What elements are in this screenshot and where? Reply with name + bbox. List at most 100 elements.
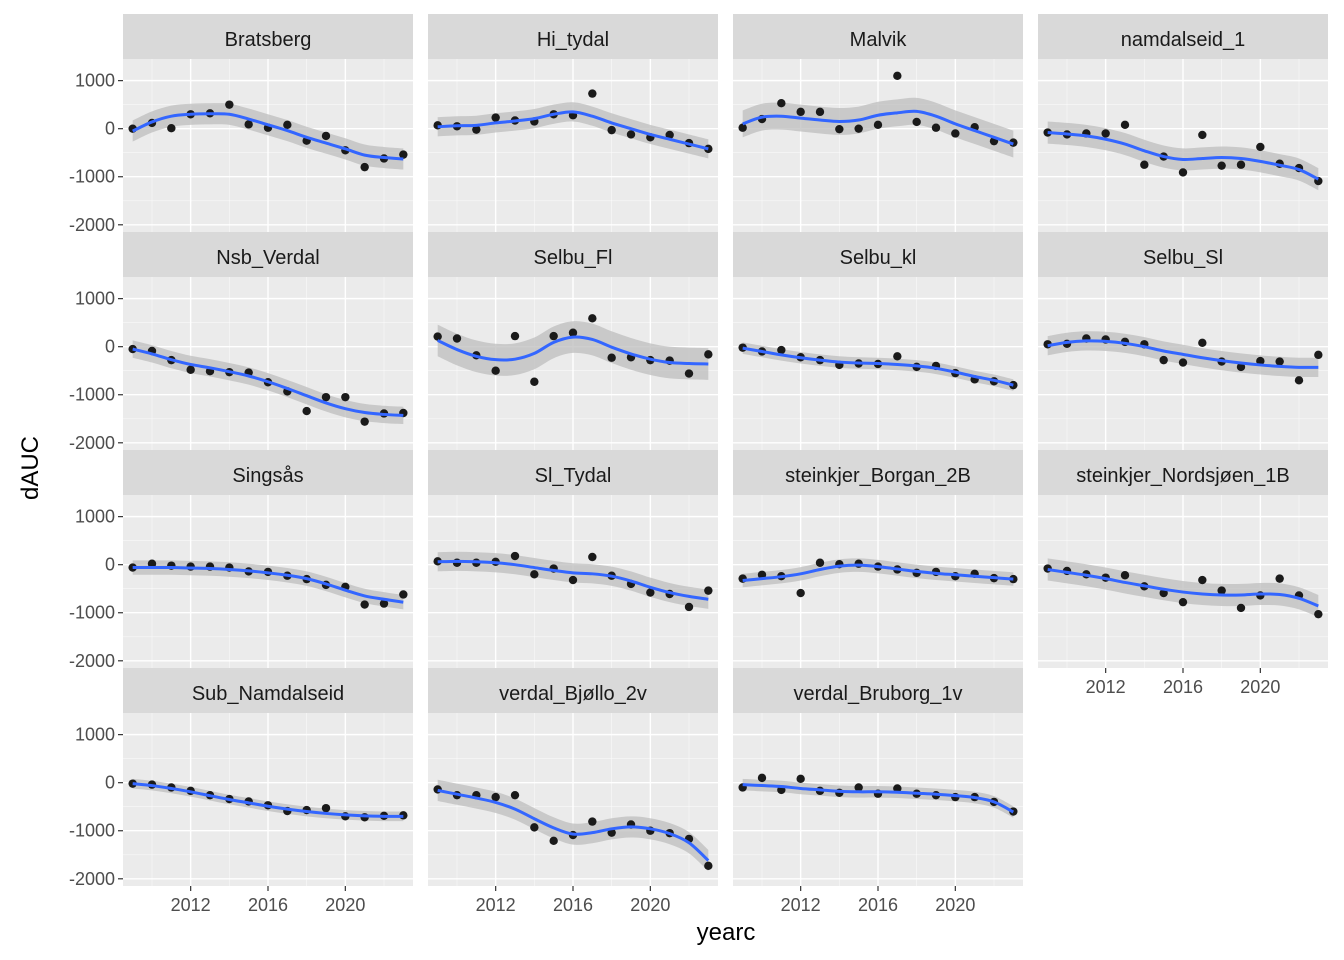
facet-strip <box>733 14 1023 59</box>
smooth-line <box>742 783 1015 814</box>
data-point <box>167 124 176 133</box>
facet-label: steinkjer_Nordsjøen_1B <box>1076 465 1289 487</box>
data-point <box>1178 358 1188 367</box>
facet-strip <box>123 232 413 277</box>
facet-label: Singsås <box>232 465 303 487</box>
x-tick-label: 2016 <box>1163 677 1203 697</box>
data-point <box>1101 129 1110 138</box>
data-point <box>147 559 157 568</box>
data-point <box>646 588 655 597</box>
x-tick-label: 2016 <box>248 895 288 915</box>
smooth-line <box>742 109 1014 146</box>
x-tick-label: 2016 <box>553 895 593 915</box>
y-axis-title: dAUC <box>17 436 44 500</box>
facet-strip <box>1038 14 1328 59</box>
data-point <box>568 328 578 337</box>
facet-label: verdal_Bruborg_1v <box>794 683 963 705</box>
data-point <box>1217 586 1226 595</box>
data-point <box>1120 571 1130 580</box>
facet-panel: Bratsberg 1000 0 -1000 -2000 <box>69 14 413 235</box>
data-point <box>1275 357 1284 366</box>
facet-strip <box>428 450 718 495</box>
data-point <box>1256 142 1265 152</box>
data-point <box>607 125 616 135</box>
confidence-band <box>1047 558 1319 618</box>
smooth-line <box>1047 568 1319 608</box>
facet-strip <box>428 668 718 713</box>
smooth-line <box>132 112 404 161</box>
facet-label: Sub_Namdalseid <box>192 683 344 705</box>
facet-panel: steinkjer_Nordsjøen_1B 2012 2016 2020 <box>1038 450 1328 697</box>
y-tick-label: -1000 <box>69 821 115 841</box>
data-point <box>815 107 825 117</box>
data-point <box>588 552 597 562</box>
data-point <box>433 332 442 341</box>
facet-strip <box>733 668 1023 713</box>
data-point <box>530 377 539 386</box>
data-point <box>1198 130 1207 140</box>
facet-panel: Hi_tydal <box>428 14 718 232</box>
y-tick-label: 0 <box>105 337 115 357</box>
data-point <box>796 107 805 117</box>
facet-panel: Sub_Namdalseid 1000 0 -1000 -2000 2012 2016 202… <box>69 668 413 915</box>
facet-label: steinkjer_Borgan_2B <box>785 465 971 487</box>
data-point <box>931 123 941 132</box>
data-point <box>893 784 902 793</box>
data-point <box>665 130 674 140</box>
x-tick-label: 2012 <box>1086 677 1126 697</box>
facet-strip <box>428 14 718 59</box>
data-point <box>1236 362 1246 372</box>
data-point <box>186 365 195 374</box>
data-point <box>777 99 786 108</box>
facet-panel: Singsås 1000 0 -1000 -2000 <box>69 450 413 671</box>
facet-panel: verdal_Bruborg_1v 2012 2016 2020 <box>733 668 1023 915</box>
data-point <box>588 89 597 98</box>
facet-strip <box>123 14 413 59</box>
data-point <box>360 162 369 172</box>
data-point <box>893 71 902 81</box>
facet-label: Selbu_Fl <box>534 247 613 269</box>
data-point <box>379 599 389 608</box>
y-tick-label: -1000 <box>69 385 115 405</box>
facet-label: namdalseid_1 <box>1121 29 1246 51</box>
data-point <box>321 131 331 141</box>
x-tick-label: 2020 <box>1240 677 1280 697</box>
confidence-band <box>132 778 404 822</box>
x-tick-label: 2012 <box>171 895 211 915</box>
data-point <box>873 120 883 130</box>
data-point <box>510 331 520 341</box>
data-point <box>684 602 694 612</box>
x-tick-label: 2020 <box>630 895 670 915</box>
confidence-band <box>437 321 709 380</box>
data-point <box>360 417 369 426</box>
smooth-line <box>1047 339 1319 369</box>
facet-strip <box>123 668 413 713</box>
x-tick-label: 2016 <box>858 895 898 915</box>
facet-label: Selbu_kl <box>840 247 917 269</box>
facet-label: Nsb_Verdal <box>216 247 319 269</box>
facet-panel: Sl_Tydal <box>428 450 718 668</box>
smooth-line <box>437 788 710 862</box>
data-point <box>738 123 747 132</box>
data-point <box>225 100 234 109</box>
data-point <box>757 773 767 783</box>
facet-label: verdal_Bjøllo_2v <box>499 683 647 705</box>
facet-strip <box>428 232 718 277</box>
facet-panel: namdalseid_1 <box>1038 14 1328 232</box>
data-point <box>1043 128 1052 137</box>
facet-label: Selbu_Sl <box>1143 247 1223 269</box>
data-point <box>568 575 578 585</box>
y-tick-label: 1000 <box>75 725 115 745</box>
data-point <box>626 130 636 139</box>
facet-label: Sl_Tydal <box>535 465 612 487</box>
data-point <box>549 836 558 846</box>
data-point <box>1294 376 1304 385</box>
y-tick-label: -2000 <box>69 869 115 889</box>
data-point <box>399 590 408 599</box>
data-point <box>1120 120 1130 130</box>
confidence-band <box>437 779 709 872</box>
data-point <box>704 144 713 154</box>
x-tick-label: 2012 <box>781 895 821 915</box>
facet-strip <box>733 450 1023 495</box>
